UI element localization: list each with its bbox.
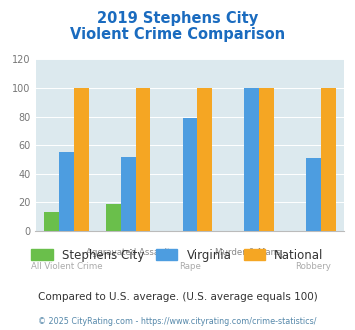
Text: All Violent Crime: All Violent Crime: [31, 262, 102, 271]
Bar: [121, 157, 136, 231]
Bar: [306, 158, 321, 231]
Bar: [74, 88, 89, 231]
Bar: [244, 88, 259, 231]
Text: Murder & Mans...: Murder & Mans...: [215, 248, 289, 257]
Bar: [44, 213, 59, 231]
Bar: [182, 118, 197, 231]
Legend: Stephens City, Virginia, National: Stephens City, Virginia, National: [27, 244, 328, 266]
Bar: [106, 204, 121, 231]
Text: © 2025 CityRating.com - https://www.cityrating.com/crime-statistics/: © 2025 CityRating.com - https://www.city…: [38, 317, 317, 326]
Text: Rape: Rape: [179, 262, 201, 271]
Bar: [136, 88, 151, 231]
Text: Robbery: Robbery: [295, 262, 332, 271]
Text: Compared to U.S. average. (U.S. average equals 100): Compared to U.S. average. (U.S. average …: [38, 292, 317, 302]
Bar: [321, 88, 336, 231]
Bar: [259, 88, 274, 231]
Text: Violent Crime Comparison: Violent Crime Comparison: [70, 27, 285, 42]
Text: 2019 Stephens City: 2019 Stephens City: [97, 11, 258, 26]
Bar: [59, 152, 74, 231]
Text: Aggravated Assault: Aggravated Assault: [86, 248, 170, 257]
Bar: [197, 88, 212, 231]
